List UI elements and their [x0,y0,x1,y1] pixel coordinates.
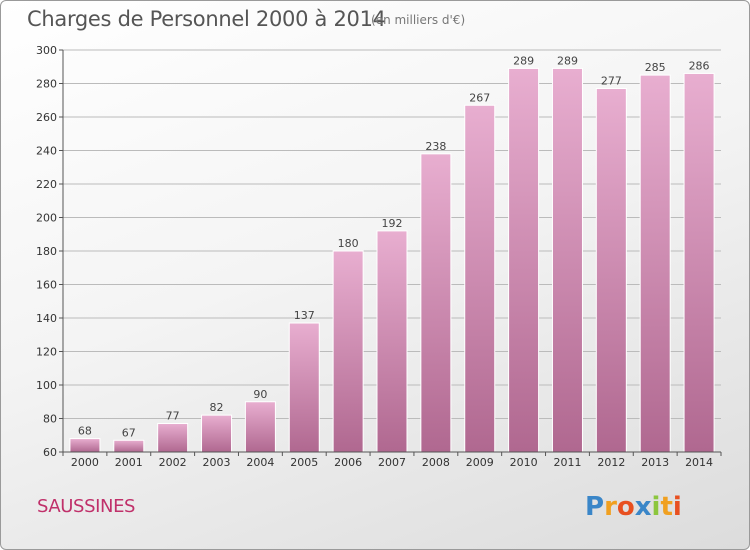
x-tick-label: 2008 [422,456,450,469]
y-tick-label: 160 [36,279,57,292]
x-tick-label: 2013 [641,456,669,469]
value-label: 82 [210,401,224,414]
y-tick-label: 200 [36,212,57,225]
x-tick-label: 2002 [159,456,187,469]
bar-2004 [244,401,276,453]
value-label: 289 [513,54,534,67]
value-label: 90 [253,388,267,401]
y-tick-label: 260 [36,111,57,124]
x-tick-label: 2014 [685,456,713,469]
bar-2006 [332,250,364,453]
y-tick-label: 120 [36,346,57,359]
bar-2010 [508,67,540,453]
bar-2012 [595,88,627,453]
y-tick-label: 240 [36,145,57,158]
value-label: 289 [557,54,578,67]
bars [69,67,715,453]
y-tick-label: 100 [36,379,57,392]
value-label: 137 [294,309,315,322]
commune-name: SAUSSINES [37,496,136,517]
chart-title: Charges de Personnel 2000 à 2014 [27,7,386,31]
value-label: 267 [469,91,490,104]
x-tick-label: 2000 [71,456,99,469]
bar-2002 [157,423,189,453]
axes [59,49,722,456]
bar-2007 [376,230,408,453]
svg-text:Proxiti: Proxiti [585,492,682,522]
x-tick-label: 2012 [597,456,625,469]
y-tick-label: 220 [36,178,57,191]
y-tick-label: 140 [36,312,57,325]
bar-2003 [201,414,233,453]
value-label: 192 [382,217,403,230]
value-label: 285 [645,61,666,74]
bar-2014 [683,72,715,453]
y-tick-label: 60 [43,446,57,459]
value-label: 67 [122,426,136,439]
bar-2005 [288,322,320,453]
value-label: 180 [338,237,359,250]
bar-2009 [464,104,496,453]
x-tick-label: 2009 [466,456,494,469]
x-tick-label: 2011 [553,456,581,469]
x-tick-label: 2007 [378,456,406,469]
x-tick-label: 2006 [334,456,362,469]
x-tick-label: 2003 [203,456,231,469]
bar-2013 [639,74,671,453]
x-tick-label: 2010 [510,456,538,469]
value-label: 286 [689,59,710,72]
value-label: 238 [425,140,446,153]
x-tick-label: 2005 [290,456,318,469]
y-tick-label: 280 [36,78,57,91]
x-tick-label: 2001 [115,456,143,469]
bar-2000 [69,438,101,453]
labels: 60 80 100 120 140 160 180 200 220 240 260 280 300 68 2… [36,44,713,469]
value-label: 77 [166,410,180,423]
bar-2008 [420,153,452,453]
value-label: 277 [601,75,622,88]
proxiti-logo: Proxiti [585,492,682,522]
bar-2001 [113,439,145,453]
x-tick-label: 2004 [246,456,274,469]
bar-2011 [551,67,583,453]
y-tick-label: 80 [43,413,57,426]
y-tick-label: 300 [36,44,57,57]
chart-subtitle: (en milliers d'€) [371,13,466,27]
value-label: 68 [78,425,92,438]
y-tick-label: 180 [36,245,57,258]
